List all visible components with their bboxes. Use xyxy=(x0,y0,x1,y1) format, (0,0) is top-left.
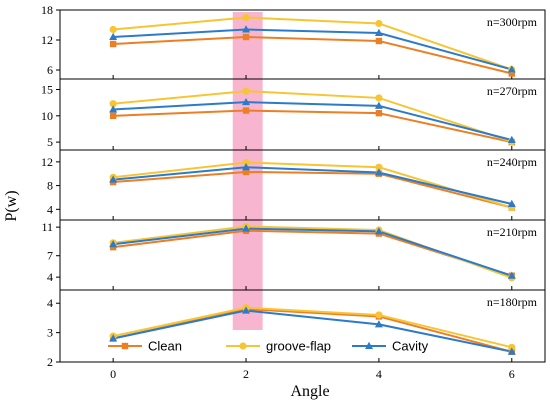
point-Cavity xyxy=(109,334,118,342)
point-Cavity xyxy=(109,105,118,113)
point-Clean xyxy=(109,40,117,48)
x-tick-label: 6 xyxy=(509,367,515,381)
point-Cavity xyxy=(242,306,251,314)
x-axis-title: Angle xyxy=(290,383,329,400)
series-line-Cavity xyxy=(113,101,513,141)
panel-label: n=300rpm xyxy=(487,15,538,29)
panel-label: n=180rpm xyxy=(487,295,538,309)
point-Cavity xyxy=(507,271,516,279)
series-line-groove-flap xyxy=(113,90,513,143)
y-tick-label: 4 xyxy=(47,270,53,284)
legend-label-Clean: Clean xyxy=(148,339,182,354)
legend-label-Cavity: Cavity xyxy=(392,339,429,354)
y-tick-label: 5 xyxy=(47,135,53,149)
series-line-Cavity xyxy=(113,166,513,205)
point-Cavity xyxy=(374,227,383,235)
point-Cavity xyxy=(109,32,118,40)
point-Cavity xyxy=(242,163,251,171)
y-tick-label: 11 xyxy=(41,220,53,234)
panel-5: 2 3 4 n=180rpm xyxy=(47,289,546,369)
point-Cavity xyxy=(374,320,383,328)
series-line-Cavity xyxy=(113,227,513,277)
point-Cavity xyxy=(109,175,118,183)
point-groove-flap xyxy=(375,311,383,319)
x-tick-label: 0 xyxy=(110,367,116,381)
point-Cavity xyxy=(109,240,118,248)
y-tick-label: 12 xyxy=(41,155,53,169)
point-groove-flap xyxy=(375,94,383,102)
panel-frame xyxy=(59,289,546,363)
point-groove-flap xyxy=(242,87,250,95)
panel-4: 4 7 11 n=210rpm xyxy=(41,219,546,291)
panel-label: n=210rpm xyxy=(487,225,538,239)
point-groove-flap xyxy=(109,25,117,34)
point-Clean xyxy=(109,112,117,120)
point-Cavity xyxy=(242,97,251,106)
y-axis-title: P(w) xyxy=(3,190,20,221)
x-tick-label: 4 xyxy=(376,367,382,381)
legend-label-groove-flap: groove-flap xyxy=(266,339,331,354)
point-groove-flap xyxy=(109,100,117,108)
point-Clean xyxy=(375,109,383,117)
y-tick-label: 12 xyxy=(41,33,53,47)
panel-1: 6 12 18 n=300rpm xyxy=(41,3,546,80)
y-tick-label: 4 xyxy=(47,296,53,310)
legend-marker-groove-flap xyxy=(239,342,247,350)
y-tick-label: 15 xyxy=(41,83,53,97)
point-groove-flap xyxy=(375,163,383,171)
point-groove-flap xyxy=(242,13,250,22)
point-Clean xyxy=(242,168,250,176)
panel-label: n=270rpm xyxy=(487,84,538,98)
series-line-Clean xyxy=(113,35,513,75)
series-line-Clean xyxy=(113,170,513,209)
point-Cavity xyxy=(374,168,383,176)
series-line-groove-flap xyxy=(112,306,513,349)
panel-label: n=240rpm xyxy=(487,155,538,169)
panel-2: 5 10 15 n=270rpm xyxy=(41,78,546,151)
point-Cavity xyxy=(507,347,516,355)
y-tick-label: 8 xyxy=(47,179,53,193)
legend-marker-Cavity xyxy=(365,341,373,349)
series-line-groove-flap xyxy=(113,225,513,279)
panel-frame xyxy=(59,149,546,221)
x-tick-label: 2 xyxy=(243,367,249,381)
point-Cavity xyxy=(374,101,383,109)
y-tick-label: 10 xyxy=(41,109,53,123)
series-line-groove-flap xyxy=(113,16,513,71)
legend-marker-Clean xyxy=(121,342,129,350)
point-Clean xyxy=(375,37,383,45)
point-groove-flap xyxy=(375,19,383,28)
point-Cavity xyxy=(507,135,516,144)
y-tick-label: 3 xyxy=(47,326,53,340)
point-groove-flap xyxy=(508,343,516,351)
series-line-Cavity xyxy=(113,28,513,71)
panels-layer: 6 12 18 n=300rpm 5 10 15 n=270rpm 4 8 12 n=240rpm 4 7… xyxy=(41,3,546,381)
point-Cavity xyxy=(507,199,516,207)
point-Cavity xyxy=(507,65,516,73)
y-tick-label: 18 xyxy=(41,3,53,17)
point-groove-flap xyxy=(242,158,250,167)
point-Cavity xyxy=(242,25,251,33)
y-tick-label: 6 xyxy=(47,63,53,77)
series-line-Clean xyxy=(113,109,512,144)
y-tick-label: 4 xyxy=(47,202,53,216)
point-Clean xyxy=(508,70,515,77)
legend: Clean groove-flap Cavity xyxy=(108,339,429,354)
point-Clean xyxy=(242,107,250,114)
y-tick-label: 2 xyxy=(47,355,53,369)
series-line-Cavity xyxy=(112,309,512,353)
y-tick-label: 7 xyxy=(47,249,53,263)
point-Clean xyxy=(242,33,250,41)
point-Cavity xyxy=(374,28,383,36)
point-Cavity xyxy=(242,224,251,232)
panel-3: 4 8 12 n=240rpm xyxy=(41,149,546,221)
